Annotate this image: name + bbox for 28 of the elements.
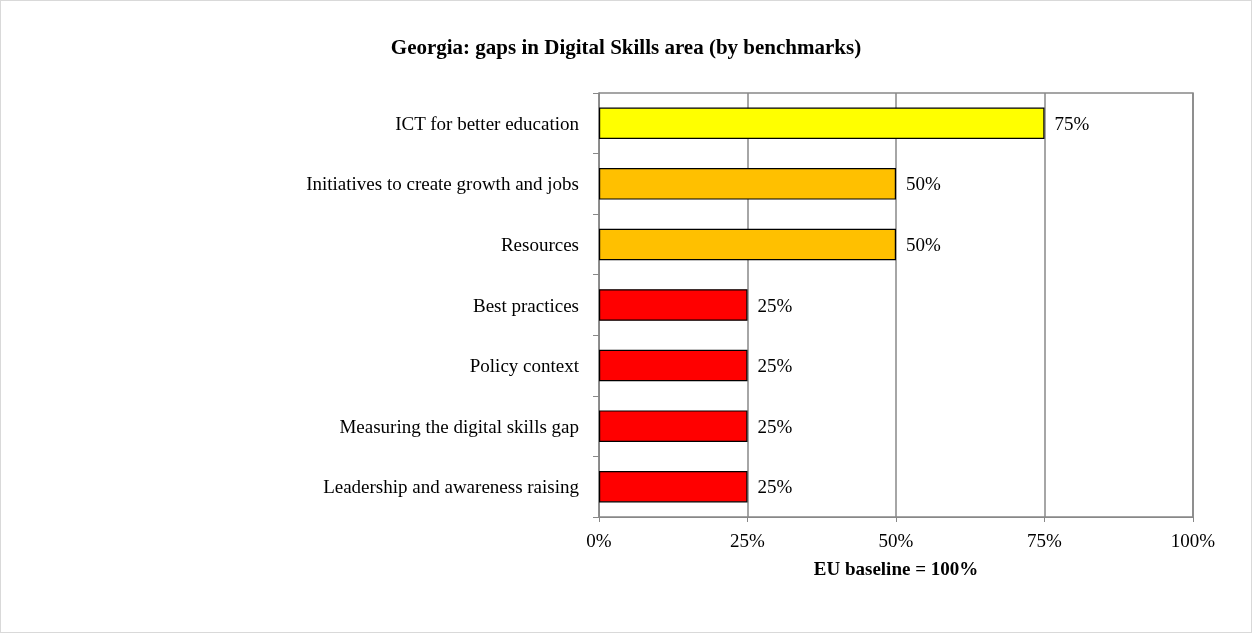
data-label: 25% [757, 355, 793, 377]
bar [599, 349, 748, 382]
x-axis-title: EU baseline = 100% [813, 558, 979, 579]
y-tick-label: Resources [500, 233, 579, 255]
y-tick-label: Best practices [472, 294, 579, 316]
y-tick-label: Measuring the digital skills gap [339, 415, 579, 437]
x-tick-label: 75% [1027, 530, 1063, 551]
data-label: 25% [757, 294, 793, 316]
x-tick-label: 25% [730, 530, 766, 551]
bar [599, 470, 748, 503]
bar [599, 107, 1045, 140]
y-tick-label: ICT for better education [395, 112, 580, 134]
bar [599, 168, 896, 200]
data-label: 25% [757, 476, 793, 498]
bar [599, 410, 748, 442]
x-tick-label: 50% [878, 530, 914, 551]
chart-title: Georgia: gaps in Digital Skills area (by benchmarks) [390, 34, 862, 59]
y-tick-label: Initiatives to create growth and jobs [306, 173, 579, 195]
y-tick-label: Policy context [469, 355, 580, 377]
bar [599, 289, 748, 321]
bar [599, 228, 896, 261]
x-tick-label: 0% [586, 530, 612, 551]
data-label: 50% [906, 173, 941, 195]
y-tick-label: Leadership and awareness raising [323, 476, 580, 498]
x-tick-label: 100% [1170, 530, 1216, 551]
data-label: 50% [906, 233, 941, 255]
data-label: 75% [1054, 112, 1090, 134]
data-label: 25% [757, 415, 793, 437]
